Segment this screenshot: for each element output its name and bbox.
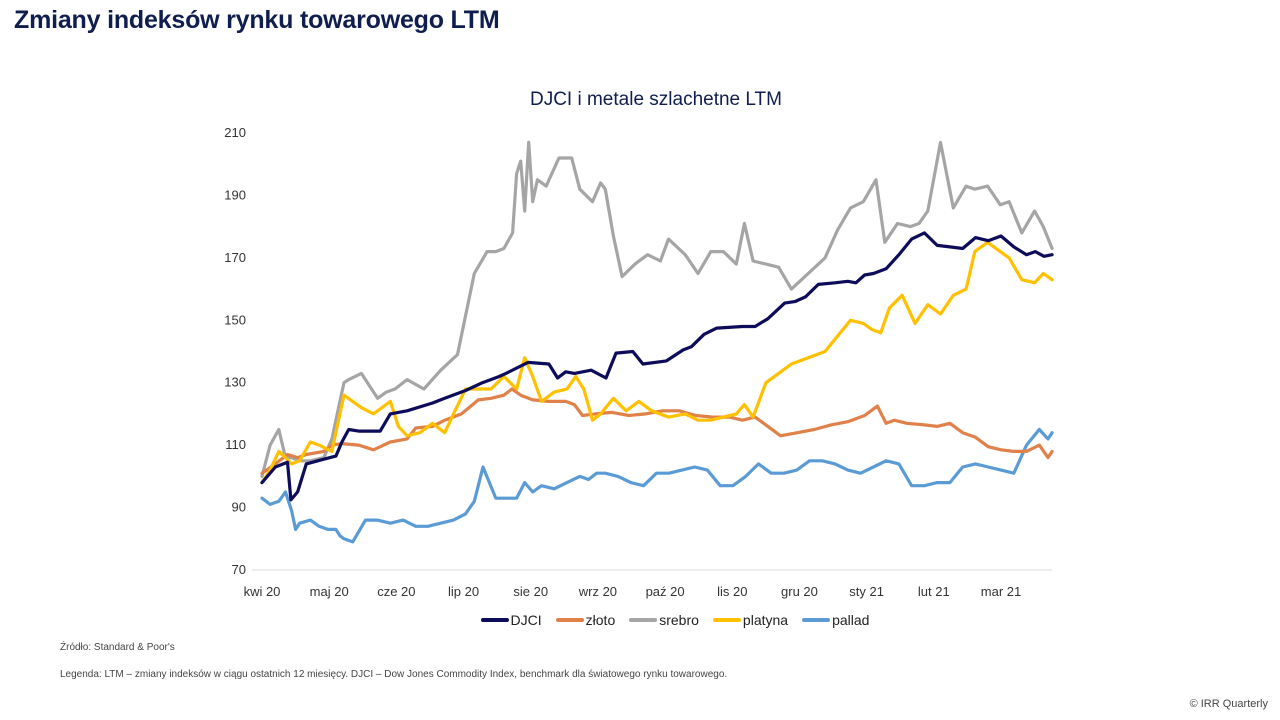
source-note: Źródło: Standard & Poor's [60,642,175,653]
legend-label: DJCI [510,612,542,628]
x-tick-label: cze 20 [377,584,415,599]
legend-item-zloto: złoto [555,612,616,628]
x-tick-label: gru 20 [781,584,818,599]
y-tick-label: 110 [225,437,246,452]
series-line-djci [260,231,1054,502]
y-tick-label: 170 [224,250,246,265]
y-axis: 70 90 110 130 150 170 190 210 [224,125,246,577]
x-tick-label: sty 21 [849,584,884,599]
legend-label: srebro [659,612,699,628]
x-tick-label: mar 21 [981,584,1021,599]
legend-swatch [802,618,831,622]
y-tick-label: 190 [224,187,246,202]
x-tick-label: lip 20 [448,584,479,599]
legend-item-platyna: platyna [712,612,789,628]
y-tick-label: 90 [232,500,246,515]
x-tick-label: sie 20 [513,584,548,599]
x-tick-label: kwi 20 [244,584,281,599]
legend-swatch [712,618,741,622]
series-line-srebro [260,140,1054,478]
x-tick-label: lut 21 [918,584,950,599]
page-title: Zmiany indeksów rynku towarowego LTM [14,6,500,34]
legend-item-djci: DJCI [480,612,542,628]
x-tick-label: maj 20 [310,584,349,599]
x-tick-label: lis 20 [717,584,747,599]
legend-item-srebro: srebro [629,612,699,628]
legend-label: złoto [585,612,616,628]
series-line-pallad [260,427,1054,544]
legend-label: pallad [832,612,870,628]
legend-note: Legenda: LTM – zmiany indeksów w ciągu o… [60,669,728,680]
y-tick-label: 210 [224,125,246,140]
series-lines [260,140,1054,544]
copyright: © IRR Quarterly [1189,698,1268,710]
x-axis: kwi 20 maj 20 cze 20 lip 20 sie 20 wrz 20 paź … [244,584,1022,599]
legend-item-pallad: pallad [802,612,869,628]
legend-swatch [555,618,584,622]
legend-label: platyna [742,612,789,628]
x-tick-label: paź 20 [646,584,685,599]
legend: DJCI złoto srebro platyna pallad [0,612,1280,628]
series-line-platyna [260,240,1054,485]
y-tick-label: 70 [232,562,246,577]
y-tick-label: 150 [224,312,246,327]
chart-title: DJCI i metale szlachetne LTM [529,89,782,110]
legend-swatch [480,618,509,622]
x-tick-label: wrz 20 [578,584,617,599]
y-tick-label: 130 [224,375,246,390]
legend-swatch [629,618,658,622]
